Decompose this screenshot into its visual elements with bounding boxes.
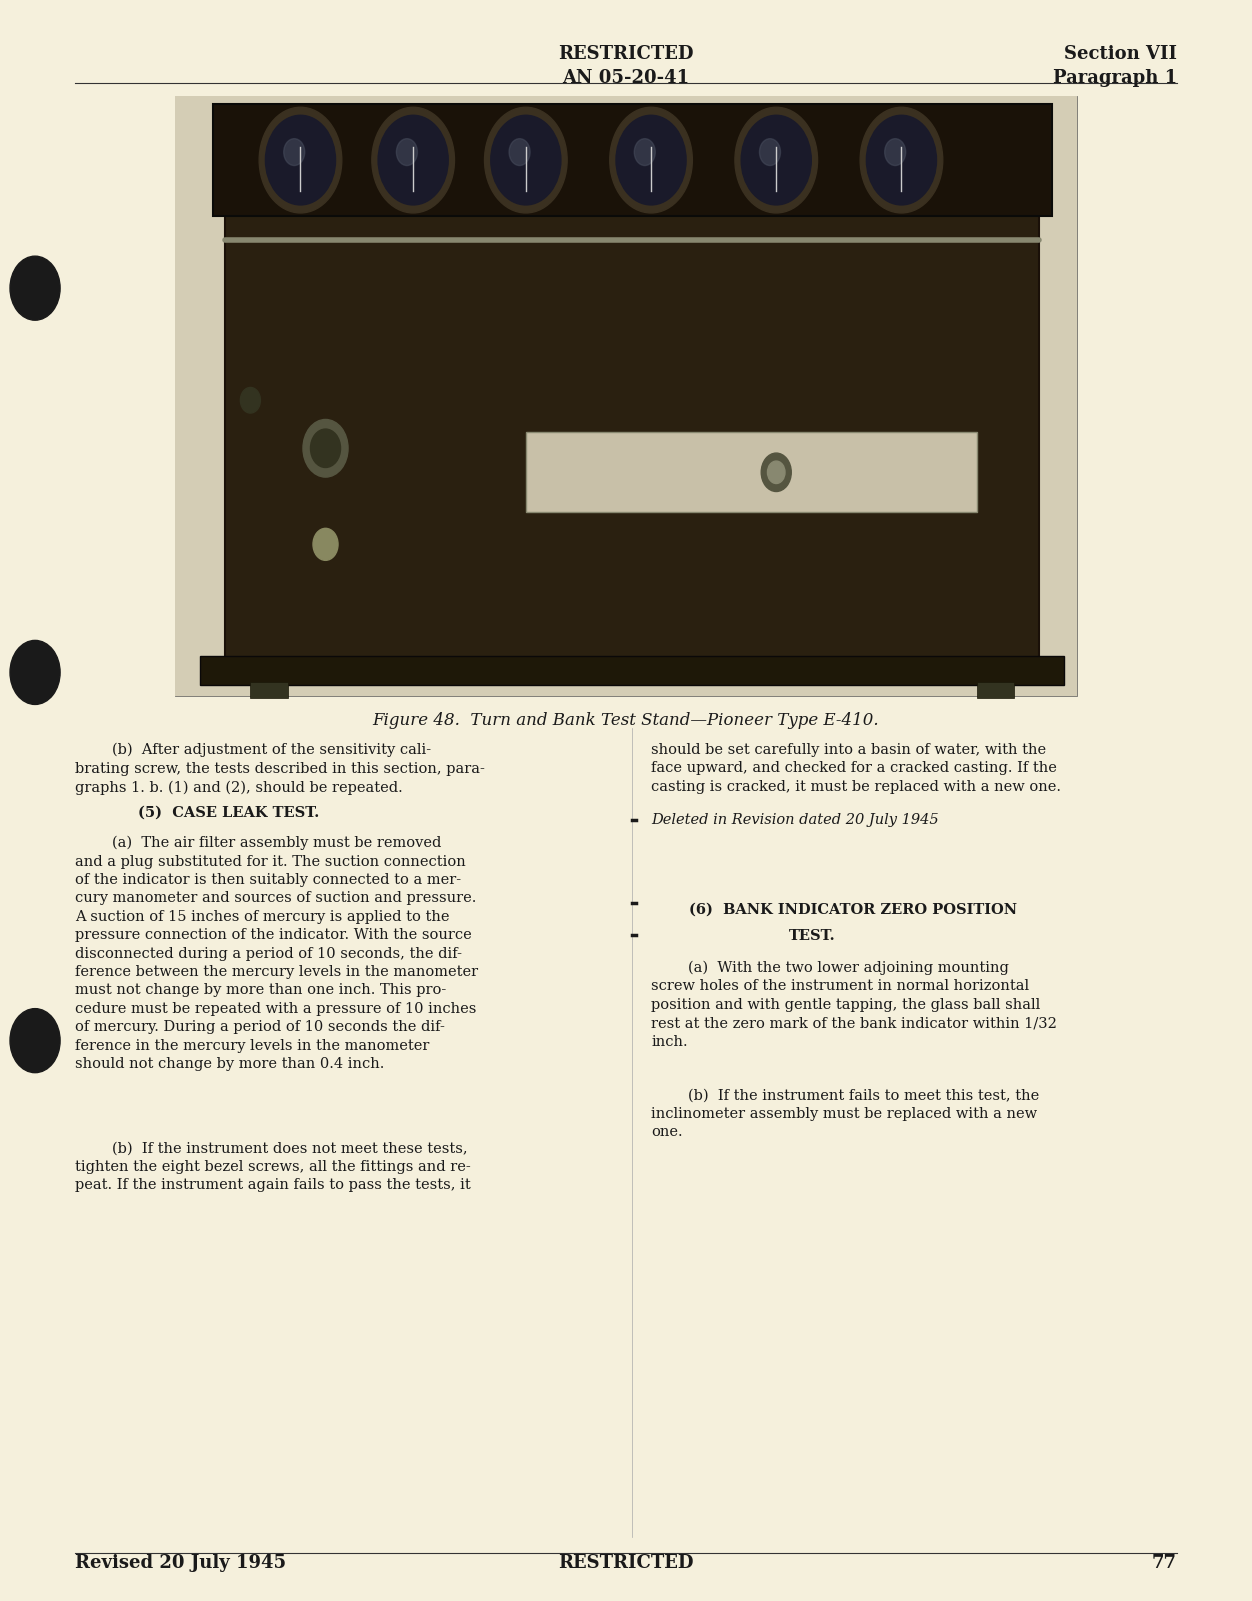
Circle shape [313,528,338,560]
Circle shape [10,640,60,704]
Circle shape [240,387,260,413]
Circle shape [860,107,943,213]
Circle shape [259,107,342,213]
Circle shape [761,453,791,492]
Text: Section VII: Section VII [1064,45,1177,62]
Text: Revised 20 July 1945: Revised 20 July 1945 [75,1555,287,1572]
Bar [175,96,1077,696]
Bar [225,208,1039,672]
Text: RESTRICTED: RESTRICTED [558,1555,694,1572]
Text: (5)  CASE LEAK TEST.: (5) CASE LEAK TEST. [138,805,319,820]
Text: (6)  BANK INDICATOR ZERO POSITION: (6) BANK INDICATOR ZERO POSITION [689,903,1017,917]
Text: (b)  After adjustment of the sensitivity cali-
brating screw, the tests describe: (b) After adjustment of the sensitivity … [75,743,485,794]
Circle shape [10,256,60,320]
Bar [175,96,1077,696]
Circle shape [741,115,811,205]
Circle shape [735,107,818,213]
Text: AN 05-20-41: AN 05-20-41 [562,69,690,86]
Text: RESTRICTED: RESTRICTED [558,45,694,62]
Circle shape [610,107,692,213]
Bar [200,656,1064,685]
Circle shape [485,107,567,213]
Circle shape [491,115,561,205]
Text: Deleted in Revision dated 20 July 1945: Deleted in Revision dated 20 July 1945 [651,813,939,826]
Text: TEST.: TEST. [789,929,835,943]
Bar [213,104,1052,216]
Bar [977,682,1014,698]
Circle shape [284,139,304,165]
Circle shape [265,115,336,205]
Circle shape [310,429,341,467]
Text: (a)  With the two lower adjoining mounting
screw holes of the instrument in norm: (a) With the two lower adjoining mountin… [651,961,1057,1049]
Bar [250,682,288,698]
Bar [526,432,977,512]
Circle shape [303,419,348,477]
Circle shape [510,139,530,165]
Text: Paragraph 1: Paragraph 1 [1053,69,1177,86]
Circle shape [885,139,905,165]
Circle shape [866,115,936,205]
Circle shape [397,139,417,165]
Circle shape [378,115,448,205]
Circle shape [372,107,454,213]
Text: 77: 77 [1152,1555,1177,1572]
Circle shape [767,461,785,484]
Text: (b)  If the instrument fails to meet this test, the
inclinometer assembly must b: (b) If the instrument fails to meet this… [651,1089,1039,1140]
Text: (b)  If the instrument does not meet these tests,
tighten the eight bezel screws: (b) If the instrument does not meet thes… [75,1142,471,1193]
Text: should be set carefully into a basin of water, with the
face upward, and checked: should be set carefully into a basin of … [651,743,1060,794]
Text: Figure 48.  Turn and Bank Test Stand—Pioneer Type E-410.: Figure 48. Turn and Bank Test Stand—Pion… [373,712,879,730]
Circle shape [760,139,780,165]
Circle shape [635,139,655,165]
Circle shape [616,115,686,205]
Circle shape [10,1009,60,1073]
Text: (a)  The air filter assembly must be removed
and a plug substituted for it. The : (a) The air filter assembly must be remo… [75,836,478,1071]
